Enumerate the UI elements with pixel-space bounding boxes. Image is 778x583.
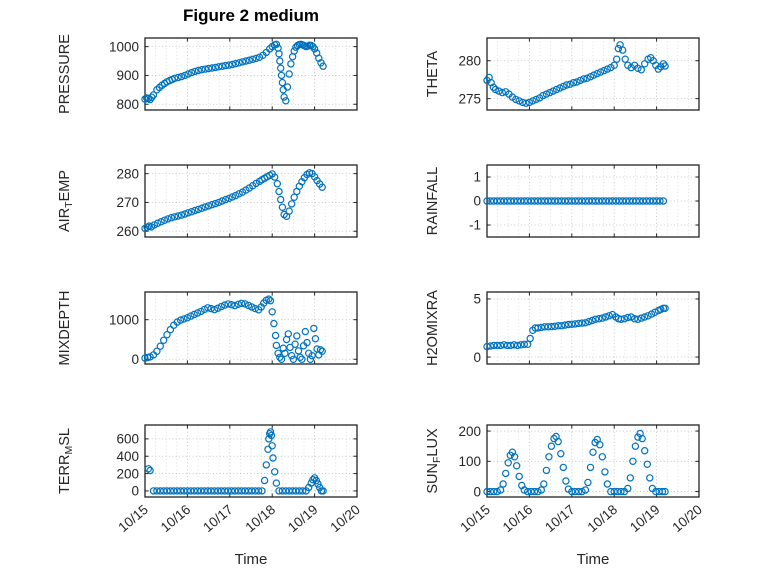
y-tick-label: 0	[131, 352, 139, 367]
y-tick-label: 800	[116, 97, 139, 112]
x-tick-label: 10/15	[115, 502, 151, 535]
y-tick-label: 1	[473, 170, 481, 185]
y-axis-label: TERRMSL	[57, 428, 75, 494]
y-tick-label: 270	[116, 195, 139, 210]
y-tick-label: 1000	[109, 39, 139, 54]
chart-mixdepth: 0 1000 MIXDEPTH	[57, 291, 358, 367]
y-axis-label: H2OMIXRA	[425, 290, 441, 366]
x-tick-label: 10/16	[158, 502, 194, 535]
axes-box	[144, 37, 358, 111]
y-tick-label: 0	[473, 350, 481, 365]
y-tick-label: 0	[131, 484, 139, 499]
figure-title: Figure 2 medium	[182, 6, 320, 25]
chart-theta: 275 280 THETA	[425, 37, 700, 111]
x-tick-label: 10/19	[285, 502, 321, 535]
y-tick-label: 200	[458, 424, 481, 439]
y-tick-label: 1000	[109, 312, 139, 327]
y-axis-label: AIRTEMP	[57, 170, 75, 232]
plot-area	[487, 292, 699, 364]
y-tick-label: 280	[458, 53, 481, 68]
scatter-points	[483, 429, 669, 496]
x-tick-label: 10/17	[200, 502, 236, 535]
x-tick-label: 10/16	[500, 502, 536, 535]
y-tick-label: 400	[116, 449, 139, 464]
y-tick-label: -1	[469, 218, 481, 233]
y-tick-label: 275	[458, 91, 481, 106]
scatter-points	[141, 40, 327, 105]
chart-pressure: 800 900 1000 PRESSURE	[57, 34, 358, 114]
x-tick-label: 10/18	[243, 502, 279, 535]
y-tick-label: 260	[116, 224, 139, 239]
y-axis-label: PRESSURE	[57, 34, 73, 114]
plot-area	[145, 165, 357, 237]
chart-rainfall: -1 0 1 RAINFALL	[425, 164, 700, 238]
y-tick-label: 5	[473, 292, 481, 307]
y-tick-label: 0	[473, 484, 481, 499]
y-axis-label: SUNFLUX	[425, 428, 443, 494]
x-tick-label: 10/15	[457, 502, 493, 535]
chart-air-temp: 260 270 280 AIRTEMP	[57, 164, 358, 239]
scatter-points	[483, 41, 669, 107]
scatter-points	[144, 428, 327, 495]
scatter-points	[141, 169, 326, 233]
y-tick-label: 100	[458, 454, 481, 469]
y-axis-label: THETA	[425, 50, 441, 97]
y-axis-label: MIXDEPTH	[57, 291, 73, 366]
chart-h2omixra: 0 5 H2OMIXRA	[425, 290, 700, 366]
axes-box	[486, 37, 700, 111]
x-tick-label: 10/20	[669, 502, 705, 535]
x-axis-label-left: Time	[234, 551, 268, 568]
scatter-points	[483, 304, 669, 351]
y-tick-label: 900	[116, 68, 139, 83]
y-tick-label: 600	[116, 432, 139, 447]
chart-terr-msl: 10/15 10/16 10/17 10/18 10/19 10/20 0 200 400 600…	[57, 424, 363, 535]
y-axis-label: RAINFALL	[425, 167, 441, 236]
x-axis-label-right: Time	[576, 551, 610, 568]
x-tick-label: 10/18	[585, 502, 621, 535]
axes-box	[144, 291, 358, 365]
scatter-points	[483, 197, 668, 205]
x-tick-label: 10/19	[627, 502, 663, 535]
axes-box	[144, 164, 358, 238]
y-tick-label: 0	[473, 194, 481, 209]
y-tick-label: 280	[116, 166, 139, 181]
x-tick-label: 10/17	[542, 502, 578, 535]
scatter-points	[141, 295, 326, 363]
chart-sun-flux: 10/15 10/16 10/17 10/18 10/19 10/20 0 100 200 SUN…	[425, 424, 705, 535]
axes-box	[144, 424, 358, 498]
x-tick-label: 10/20	[327, 502, 363, 535]
axes-box	[486, 291, 700, 365]
y-tick-label: 200	[116, 466, 139, 481]
